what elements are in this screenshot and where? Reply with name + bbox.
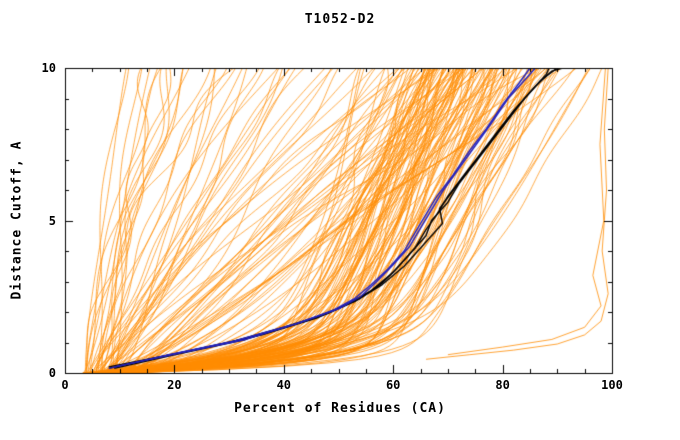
chart-title: T1052-D2 bbox=[304, 12, 376, 27]
x-tick-label-40: 40 bbox=[276, 378, 292, 392]
x-tick-label-0: 0 bbox=[61, 378, 69, 392]
x-tick-label-80: 80 bbox=[495, 378, 510, 392]
y-tick-label-5: 5 bbox=[48, 213, 56, 228]
x-tick-label-60: 60 bbox=[385, 378, 401, 392]
y-tick-label-10: 10 bbox=[41, 61, 56, 75]
x-axis-label: Percent of Residues (CA) bbox=[234, 401, 446, 416]
x-tick-label-100: 100 bbox=[601, 378, 623, 392]
x-tick-label-20: 20 bbox=[167, 378, 182, 392]
y-tick-label-0: 0 bbox=[48, 366, 56, 380]
